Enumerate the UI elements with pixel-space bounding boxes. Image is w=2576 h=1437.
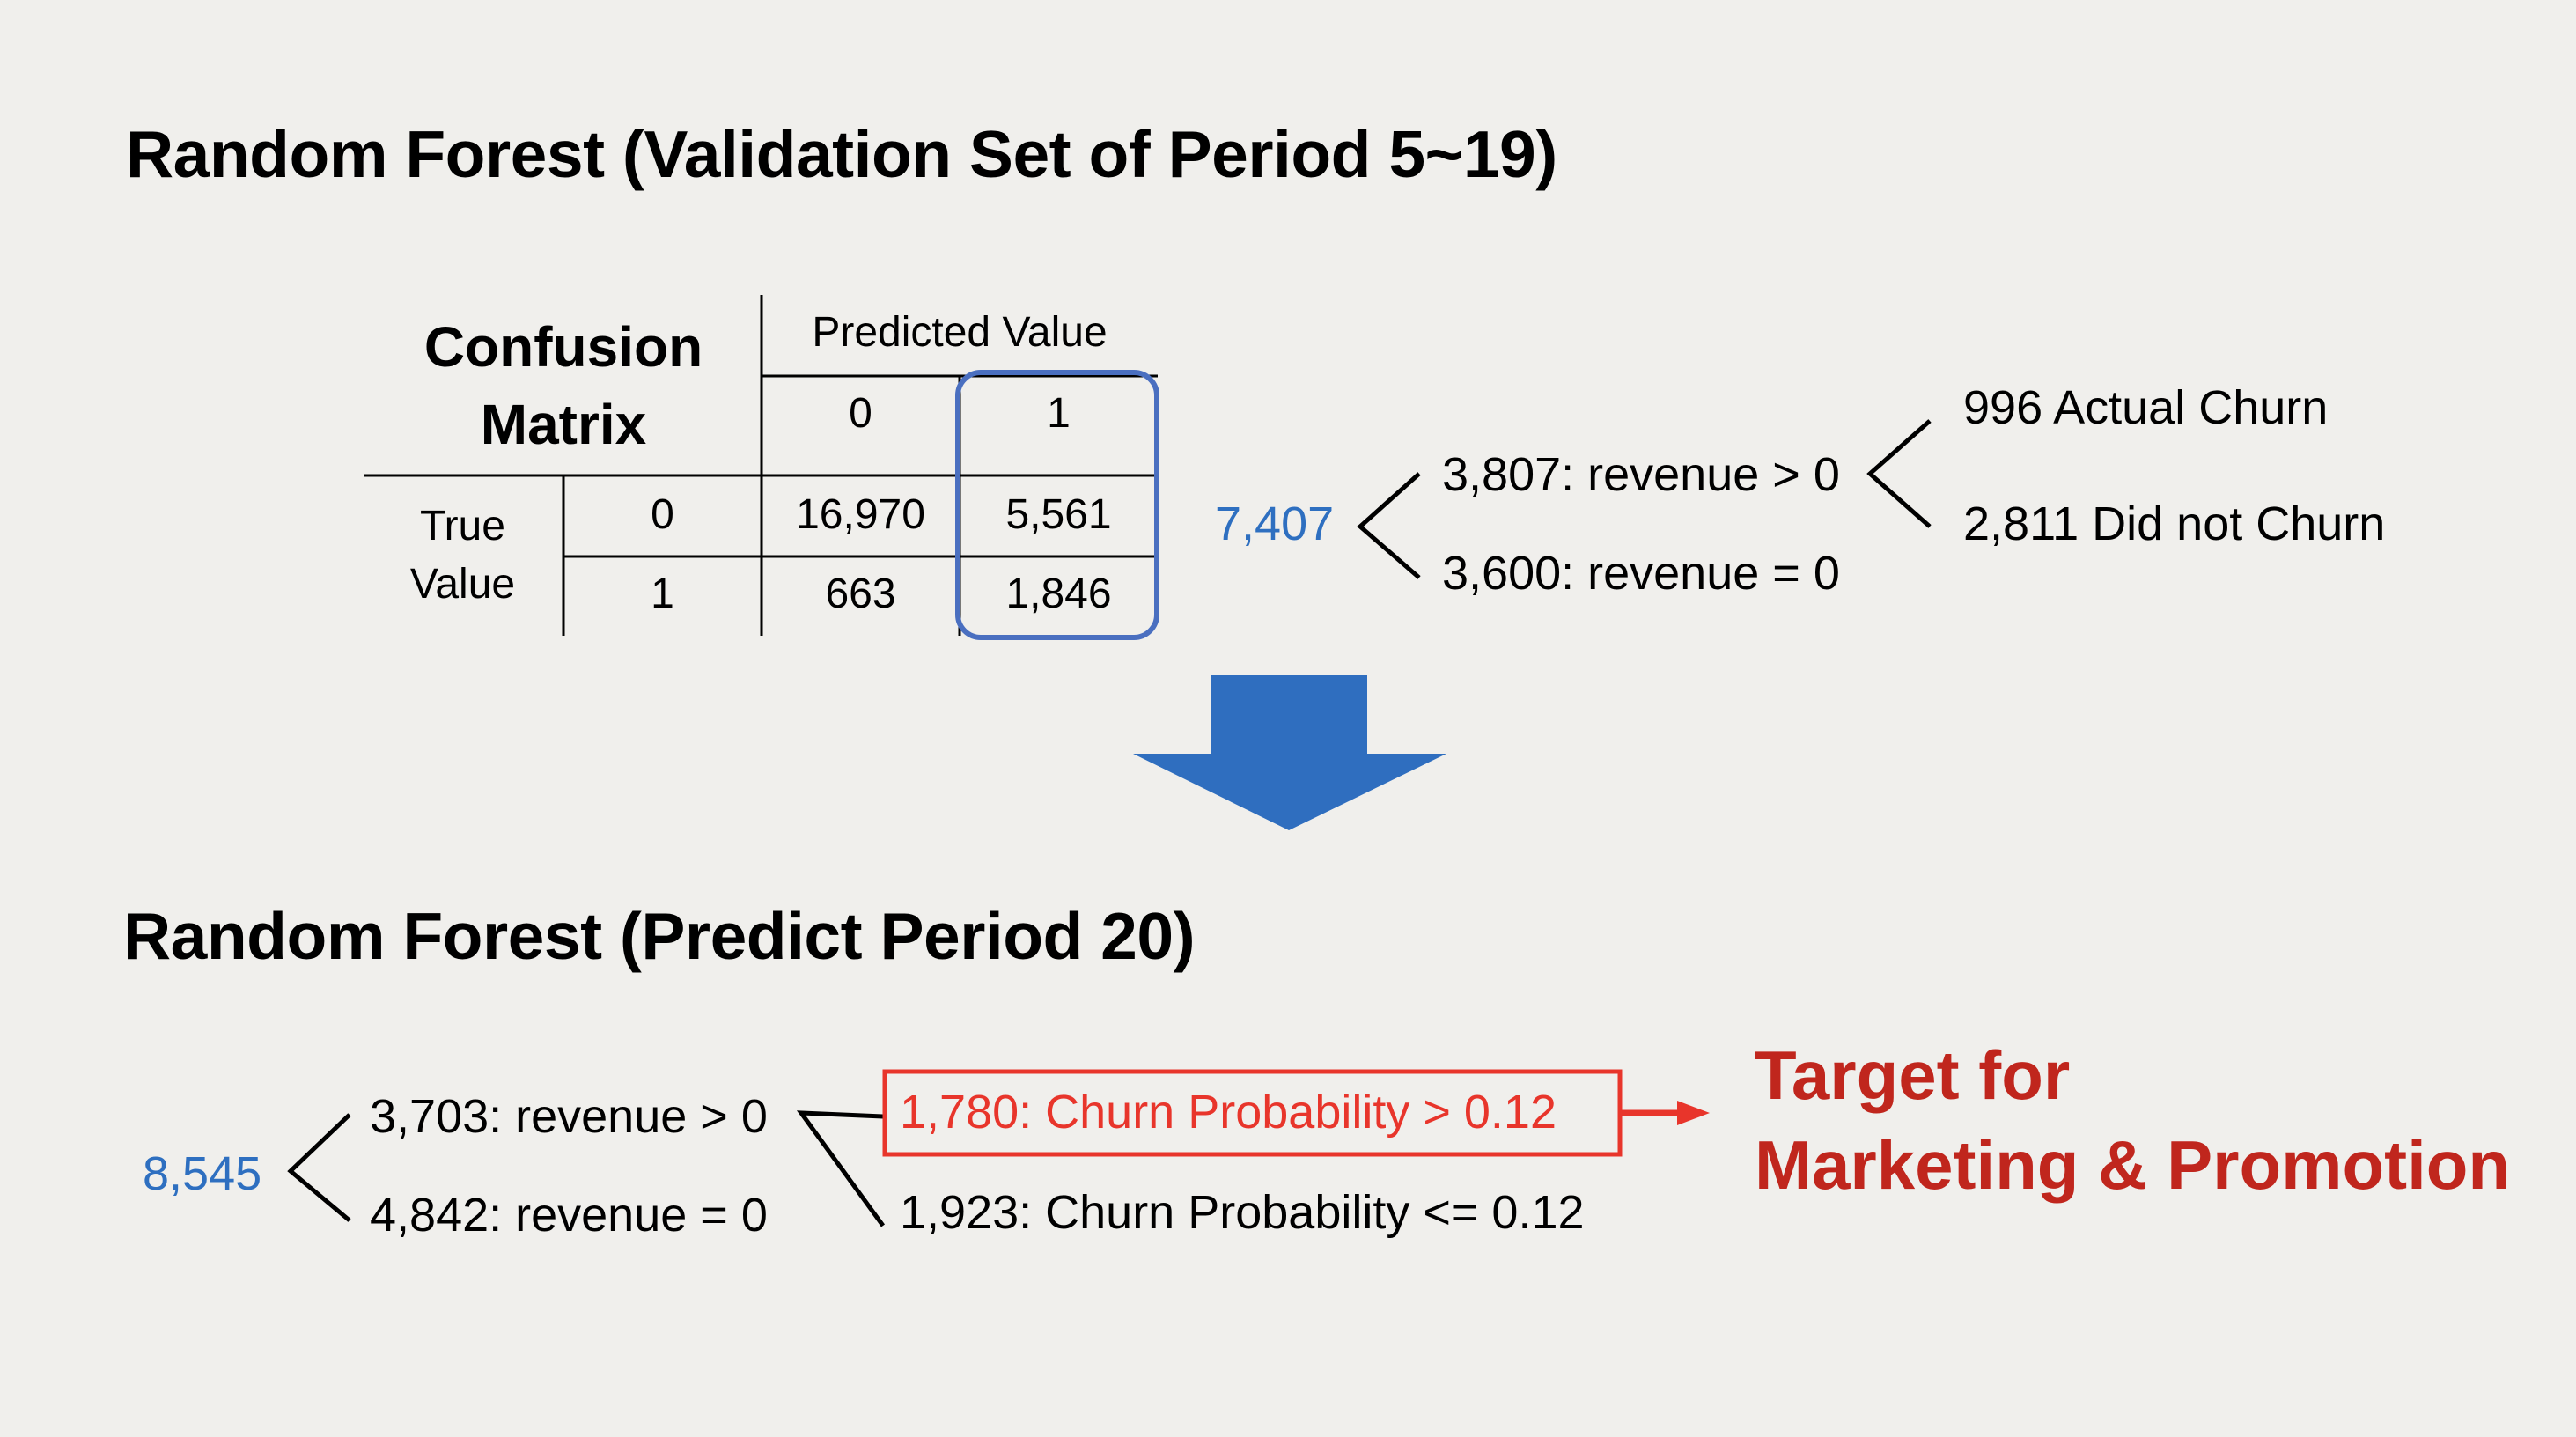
prediction-title: Random Forest (Predict Period 20)	[123, 899, 1196, 973]
high-churn-highlight-box	[882, 1069, 1623, 1157]
true-row-1-label: 1	[651, 571, 674, 617]
prediction-branch-bracket	[796, 1110, 886, 1227]
validation-leaf-actual-churn: 996 Actual Churn	[1963, 381, 2329, 434]
target-marketing-line1: Target for	[1755, 1036, 2071, 1114]
true-value-label-line1: True	[420, 503, 505, 549]
validation-branch-revenue-zero: 3,600: revenue = 0	[1442, 547, 1840, 600]
confusion-matrix-label: Confusion Matrix	[379, 308, 748, 463]
prediction-root-bracket	[287, 1113, 351, 1222]
cell-tn: 16,970	[796, 491, 925, 538]
target-arrow-head	[1677, 1101, 1710, 1125]
cell-tp: 1,846	[1005, 571, 1112, 617]
validation-title: Random Forest (Validation Set of Period …	[126, 117, 1557, 191]
prediction-leaf-low-churn: 1,923: Churn Probability <= 0.12	[900, 1186, 1585, 1239]
confusion-matrix-label-line1: Confusion	[423, 315, 703, 379]
predicted-value-header: Predicted Value	[812, 309, 1108, 356]
target-marketing-label: Target for Marketing & Promotion	[1755, 1030, 2510, 1210]
prediction-root-count: 8,545	[143, 1147, 262, 1200]
cell-fn: 663	[825, 571, 896, 617]
validation-branch-bracket	[1866, 419, 1932, 528]
down-arrow	[1133, 675, 1446, 830]
true-value-label-line2: Value	[409, 561, 516, 608]
confusion-matrix-label-line2: Matrix	[480, 393, 647, 456]
prediction-branch-revenue-positive: 3,703: revenue > 0	[370, 1090, 768, 1143]
target-marketing-line2: Marketing & Promotion	[1755, 1126, 2511, 1204]
validation-leaf-did-not-churn: 2,811 Did not Churn	[1963, 497, 2386, 550]
pred-col-1-header: 1	[1047, 390, 1071, 437]
validation-root-bracket	[1357, 472, 1421, 579]
cell-fp: 5,561	[1005, 491, 1112, 538]
predicted-positive-highlight	[955, 370, 1159, 640]
true-row-0-label: 0	[651, 491, 674, 538]
validation-branch-revenue-positive: 3,807: revenue > 0	[1442, 448, 1840, 501]
pred-col-0-header: 0	[849, 390, 872, 437]
true-value-label: True Value	[364, 497, 562, 614]
confusion-matrix-grid	[364, 295, 1158, 636]
validation-root-count: 7,407	[1215, 497, 1335, 550]
prediction-branch-revenue-zero: 4,842: revenue = 0	[370, 1189, 768, 1242]
prediction-leaf-high-churn: 1,780: Churn Probability > 0.12	[900, 1086, 1557, 1139]
